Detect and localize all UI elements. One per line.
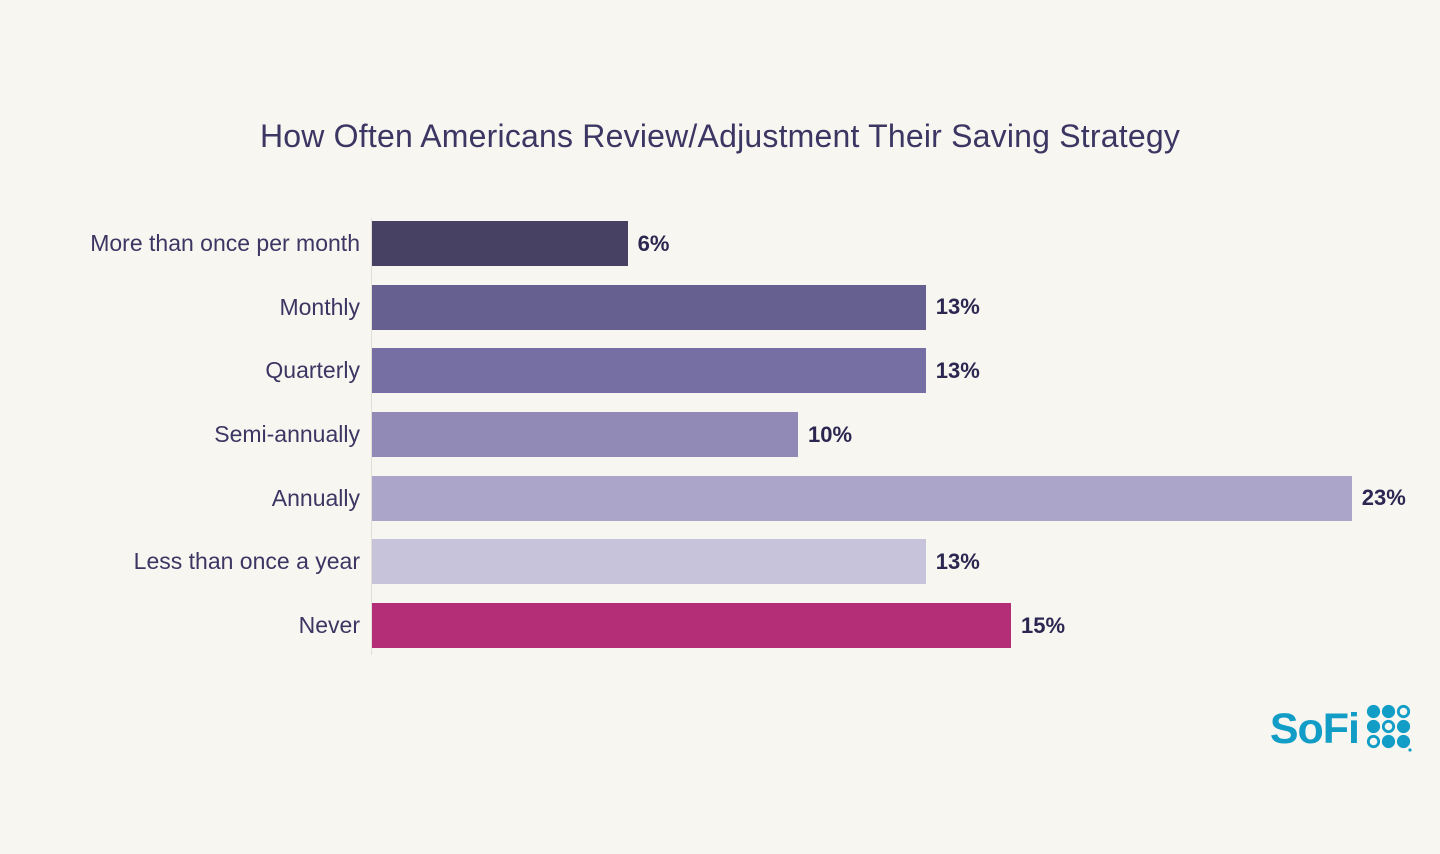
- bar-track: 13%: [371, 539, 1410, 585]
- bar: [372, 603, 1011, 649]
- bar: [372, 348, 926, 394]
- category-label: Monthly: [279, 293, 360, 320]
- bar-row: Less than once a year 13%: [0, 539, 1410, 585]
- sofi-dot-grid-icon: [1366, 704, 1412, 752]
- category-label: Annually: [271, 484, 360, 511]
- bar: [372, 539, 926, 585]
- y-axis-line: [371, 218, 372, 656]
- bar-track: 13%: [371, 348, 1410, 394]
- bar: [372, 284, 926, 330]
- bar-row: Annually 23%: [0, 475, 1410, 521]
- bar-track: 15%: [371, 603, 1410, 649]
- chart-title: How Often Americans Review/Adjustment Th…: [259, 118, 1181, 154]
- sofi-logo: SoFi: [1270, 704, 1412, 754]
- bar-track: 23%: [371, 475, 1410, 521]
- bar: [372, 221, 628, 266]
- bar-row: Quarterly 13%: [0, 348, 1410, 394]
- value-label: 13%: [935, 548, 980, 574]
- bar-track: 13%: [371, 284, 1410, 330]
- bar-track: 6%: [371, 221, 1410, 266]
- bar-track: 10%: [371, 412, 1410, 458]
- bar-row: Never 15%: [0, 603, 1410, 649]
- value-label: 6%: [637, 230, 670, 256]
- bar: [372, 412, 798, 458]
- sofi-logo-text: SoFi: [1269, 704, 1360, 753]
- category-label: Semi-annually: [214, 421, 360, 448]
- category-label: Less than once a year: [133, 548, 360, 575]
- bar-chart: More than once per month 6% Monthly 13% Quar…: [0, 218, 1410, 656]
- bar-row: Monthly 13%: [0, 284, 1410, 330]
- bar-row: More than once per month 6%: [0, 221, 1410, 266]
- value-label: 13%: [935, 294, 980, 320]
- value-label: 15%: [1021, 612, 1066, 638]
- category-label: Never: [298, 612, 360, 639]
- value-label: 10%: [808, 421, 853, 447]
- bar: [372, 475, 1352, 521]
- value-label: 23%: [1361, 485, 1406, 511]
- value-label: 13%: [935, 357, 980, 383]
- bar-row: Semi-annually 10%: [0, 412, 1410, 458]
- category-label: More than once per month: [90, 230, 360, 256]
- chart-rows: More than once per month 6% Monthly 13% Quar…: [0, 221, 1410, 649]
- category-label: Quarterly: [265, 357, 360, 384]
